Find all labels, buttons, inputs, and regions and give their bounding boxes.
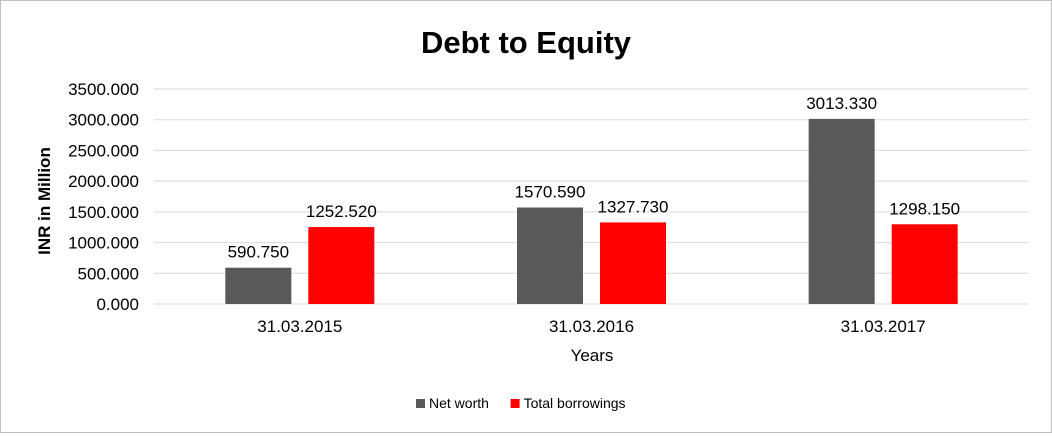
legend-swatch xyxy=(416,399,425,408)
x-category-label: 31.03.2017 xyxy=(841,317,926,336)
data-label: 1252.520 xyxy=(306,202,377,221)
legend-label: Total borrowings xyxy=(524,395,626,411)
chart-title: Debt to Equity xyxy=(421,25,632,60)
bar-total-borrowings xyxy=(891,224,958,304)
y-tick-label: 1000.000 xyxy=(68,234,139,253)
data-label: 1298.150 xyxy=(889,199,960,218)
x-axis-categories: 31.03.2015 31.03.2016 31.03.2017 xyxy=(257,317,925,336)
data-label: 3013.330 xyxy=(806,94,877,113)
y-tick-label: 2500.000 xyxy=(68,141,139,160)
legend-swatch xyxy=(510,399,520,408)
x-category-label: 31.03.2015 xyxy=(257,317,342,336)
x-category-label: 31.03.2016 xyxy=(549,317,634,336)
data-labels: 590.750 1252.520 1570.590 1327.730 3013.330 1… xyxy=(228,94,961,262)
y-axis-title: INR in Million xyxy=(35,147,54,255)
y-tick-label: 1500.000 xyxy=(68,203,139,222)
bar-net-worth xyxy=(808,118,875,304)
bar-total-borrowings xyxy=(308,227,375,304)
gridlines xyxy=(154,88,1029,305)
data-label: 1570.590 xyxy=(515,183,586,202)
x-axis-title: Years xyxy=(571,346,614,365)
bar-net-worth xyxy=(225,267,292,304)
bars xyxy=(225,118,958,304)
legend-label: Net worth xyxy=(429,395,489,411)
y-tick-label: 2000.000 xyxy=(68,172,139,191)
bar-net-worth xyxy=(517,207,583,304)
bar-total-borrowings xyxy=(600,222,666,304)
y-axis-ticks: 0.000 500.000 1000.000 1500.000 2000.000 2500… xyxy=(68,80,139,314)
data-label: 1327.730 xyxy=(598,197,669,216)
y-tick-label: 0.000 xyxy=(96,295,139,314)
y-tick-label: 500.000 xyxy=(78,264,139,283)
y-tick-label: 3000.000 xyxy=(68,111,139,130)
legend: Net worth Total borrowings xyxy=(416,395,626,411)
data-label: 590.750 xyxy=(228,243,289,262)
y-tick-label: 3500.000 xyxy=(68,80,139,99)
